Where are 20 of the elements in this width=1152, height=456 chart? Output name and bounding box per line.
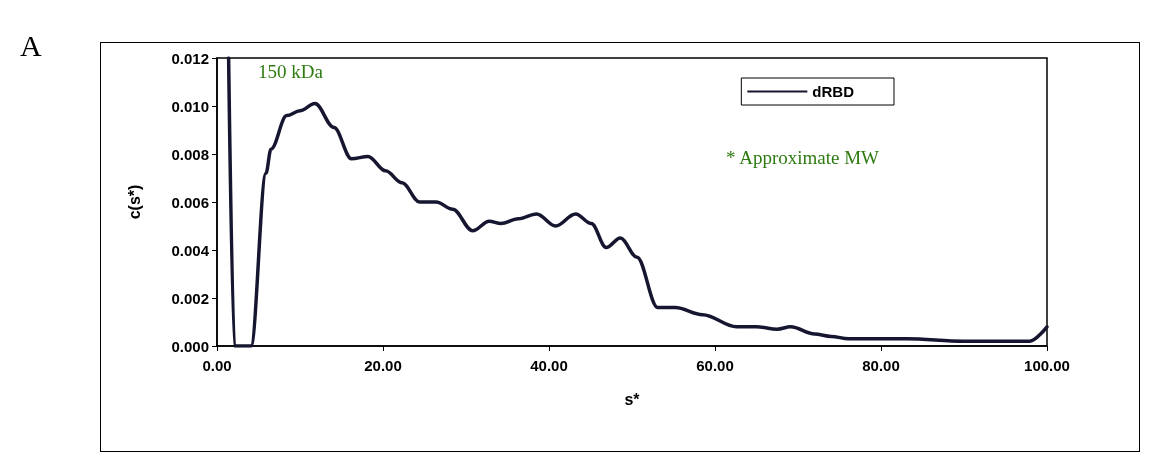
y-tick-label: 0.008 [171, 145, 209, 163]
y-tick-label: 0.004 [171, 241, 210, 259]
y-tick-label: 0.006 [171, 193, 209, 211]
x-tick-label: 0.00 [202, 357, 232, 374]
x-tick-label: 80.00 [862, 357, 900, 374]
legend-label: dRBD [812, 83, 855, 100]
x-tick-label: 100.00 [1024, 357, 1070, 374]
x-tick-label: 40.00 [530, 357, 568, 374]
y-tick-label: 0.002 [171, 289, 209, 307]
y-tick-label: 0.010 [171, 97, 209, 115]
x-tick-label: 60.00 [696, 357, 734, 374]
y-axis-title: c(s*) [125, 184, 143, 220]
line-series [226, 56, 1049, 348]
annotation: * Approximate MW [726, 147, 880, 168]
y-tick-label: 0.012 [171, 49, 209, 67]
x-tick-label: 20.00 [364, 357, 402, 374]
y-tick-label: 0.000 [171, 337, 209, 355]
annotation: 150 kDa [258, 61, 324, 82]
x-axis-title: s* [624, 390, 641, 408]
text: A [20, 28, 42, 62]
